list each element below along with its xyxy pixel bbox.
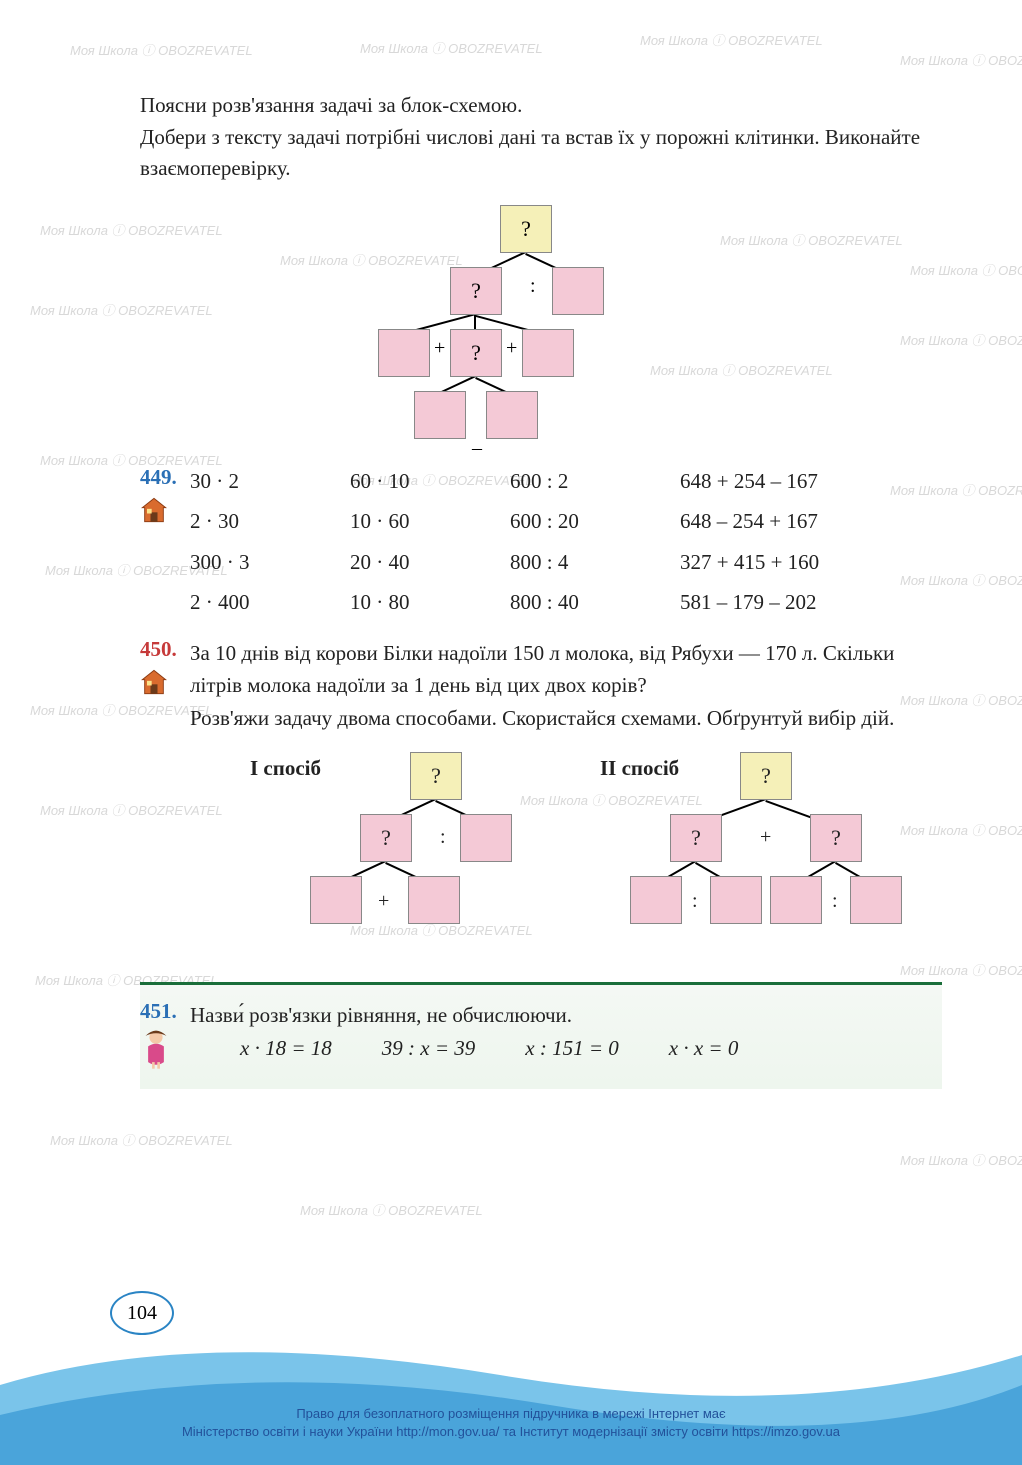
- diagram-box: [460, 814, 512, 862]
- diagram-operator: +: [760, 822, 771, 853]
- ex450-text: За 10 днів від корови Білки надоїли 150 …: [190, 637, 942, 702]
- diagram-box: [408, 876, 460, 924]
- ex450-number: 450.: [140, 637, 190, 662]
- diagram-box: [710, 876, 762, 924]
- diagram-operator: –: [472, 437, 482, 460]
- math-cell: 2 · 400: [190, 586, 350, 619]
- diagram-box: [630, 876, 682, 924]
- ex451-number: 451.: [140, 999, 190, 1024]
- exercise-449: 449. 30 · 260 · 10600 : 2648 + 254 – 167…: [140, 465, 942, 619]
- diagram-box: [486, 391, 538, 439]
- scheme-1: I спосіб ??: +: [250, 752, 560, 952]
- diagram-operator: :: [692, 886, 698, 917]
- diagram-box: ?: [450, 267, 502, 315]
- math-cell: 800 : 40: [510, 586, 680, 619]
- diagram-1: ???: + + –: [280, 205, 942, 465]
- diagram-box: [310, 876, 362, 924]
- diagram-operator: +: [378, 886, 389, 917]
- math-cell: 600 : 20: [510, 505, 680, 538]
- exercise-450: 450. За 10 днів від корови Білки надоїли…: [140, 637, 942, 953]
- ex450-body: За 10 днів від корови Білки надоїли 150 …: [190, 637, 942, 953]
- watermark: Моя Школа ⓘ OBOZREVATEL: [50, 1130, 233, 1149]
- math-cell: 30 · 2: [190, 465, 350, 498]
- footer-text: Право для безоплатного розміщення підруч…: [0, 1405, 1022, 1441]
- math-cell: 648 + 254 – 167: [680, 465, 942, 498]
- math-cell: 648 – 254 + 167: [680, 505, 942, 538]
- intro-line2: Добери з тексту задачі потрібні числові …: [140, 122, 942, 185]
- house-icon: [140, 496, 168, 524]
- ex450-text2: Розв'яжи задачу двома способами. Скорист…: [190, 702, 942, 735]
- ex451-body: Назви́ розв'язки рівняння, не обчислюючи…: [190, 999, 942, 1064]
- page-content: Поясни розв'язання задачі за блок-схемою…: [0, 0, 1022, 1089]
- math-cell: 300 · 3: [190, 546, 350, 579]
- diagram-box: ?: [360, 814, 412, 862]
- diagram-operator: +: [434, 337, 445, 360]
- character-icon: [140, 1028, 172, 1070]
- diagram-box: ?: [450, 329, 502, 377]
- diagram-operator: :: [832, 886, 838, 917]
- footer-line1: Право для безоплатного розміщення підруч…: [0, 1405, 1022, 1423]
- ex449-body: 30 · 260 · 10600 : 2648 + 254 – 167 2 · 3…: [190, 465, 942, 619]
- scheme-2: II спосіб ???+::: [600, 752, 910, 952]
- math-cell: 60 · 10: [350, 465, 510, 498]
- equation: x · x = 0: [669, 1032, 739, 1065]
- math-cell: 20 · 40: [350, 546, 510, 579]
- equation: x · 18 = 18: [240, 1032, 332, 1065]
- math-table-449: 30 · 260 · 10600 : 2648 + 254 – 167 2 · 3…: [190, 465, 942, 619]
- exercise-451: 451. Назви́ розв'язки рівняння, не обчис…: [140, 999, 942, 1075]
- diagram-box: [378, 329, 430, 377]
- diagram-operator: :: [530, 275, 536, 298]
- scheme1-label: I спосіб: [250, 752, 321, 785]
- scheme2-label: II спосіб: [600, 752, 679, 785]
- ex451-title: Назви́ розв'язки рівняння, не обчислюючи…: [190, 999, 942, 1032]
- math-cell: 2 · 30: [190, 505, 350, 538]
- math-cell: 581 – 179 – 202: [680, 586, 942, 619]
- eq-row: x · 18 = 18 39 : x = 39 x : 151 = 0 x · x =…: [240, 1032, 942, 1065]
- equation: x : 151 = 0: [525, 1032, 619, 1065]
- house-icon: [140, 668, 168, 696]
- ex449-number: 449.: [140, 465, 190, 490]
- equation: 39 : x = 39: [382, 1032, 476, 1065]
- diagram-box: [414, 391, 466, 439]
- page-number: 104: [110, 1291, 174, 1335]
- exercise-451-bar: 451. Назви́ розв'язки рівняння, не обчис…: [140, 982, 942, 1089]
- diagram-operator: +: [506, 337, 517, 360]
- ex449-num-col: 449.: [140, 465, 190, 529]
- math-cell: 600 : 2: [510, 465, 680, 498]
- diagram-box: ?: [500, 205, 552, 253]
- ex450-num-col: 450.: [140, 637, 190, 701]
- footer-line2: Міністерство освіти і науки України http…: [0, 1423, 1022, 1441]
- diagram-operator: :: [440, 822, 446, 853]
- ex451-num-col: 451.: [140, 999, 190, 1075]
- diagram-box: [770, 876, 822, 924]
- diagram-box: ?: [670, 814, 722, 862]
- diagram-box: ?: [810, 814, 862, 862]
- diagram-box: [522, 329, 574, 377]
- watermark: Моя Школа ⓘ OBOZREVATEL: [300, 1200, 483, 1219]
- intro-line1: Поясни розв'язання задачі за блок-схемою…: [140, 90, 942, 122]
- diagram-box: ?: [410, 752, 462, 800]
- diagram-box: [850, 876, 902, 924]
- math-cell: 10 · 80: [350, 586, 510, 619]
- intro-text: Поясни розв'язання задачі за блок-схемою…: [140, 90, 942, 185]
- math-cell: 10 · 60: [350, 505, 510, 538]
- diagram-box: ?: [740, 752, 792, 800]
- math-cell: 327 + 415 + 160: [680, 546, 942, 579]
- watermark: Моя Школа ⓘ OBOZREVATEL: [900, 1150, 1022, 1169]
- math-cell: 800 : 4: [510, 546, 680, 579]
- two-schemes: I спосіб ??:+ II спосіб ???+::: [250, 752, 942, 952]
- diagram-box: [552, 267, 604, 315]
